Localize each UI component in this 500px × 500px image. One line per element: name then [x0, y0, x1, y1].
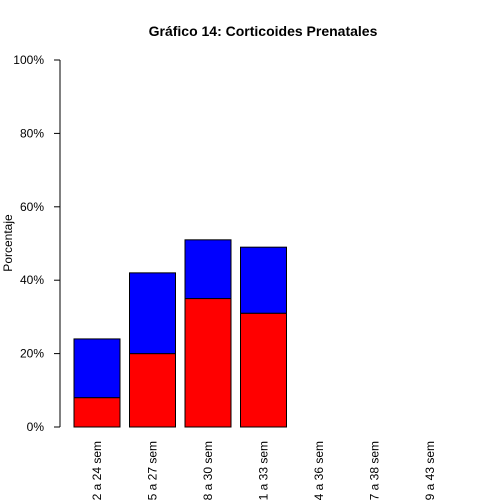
y-axis-label: Porcentaje — [1, 214, 15, 272]
y-axis: 0% 20% 40% 60% 80% 100% — [13, 53, 60, 434]
bar-segment — [185, 299, 231, 427]
x-tick-label: 22 a 24 sem — [90, 441, 104, 500]
y-tick-label: 40% — [20, 273, 44, 287]
bar-segment — [130, 273, 176, 354]
bar-segment — [185, 240, 231, 299]
x-tick-label: 25 a 27 sem — [146, 441, 160, 500]
y-tick-label: 20% — [20, 347, 44, 361]
bar-segment — [74, 339, 120, 398]
bar-segment — [241, 247, 287, 313]
y-tick-label: 100% — [13, 53, 44, 67]
chart-title: Gráfico 14: Corticoides Prenatales — [149, 23, 378, 39]
x-tick-label: 39 a 43 sem — [423, 441, 437, 500]
x-tick-label: 37 a 38 sem — [368, 441, 382, 500]
y-tick-label: 80% — [20, 126, 44, 140]
bars-group — [74, 240, 287, 427]
x-tick-label: 31 a 33 sem — [257, 441, 271, 500]
bar-segment — [130, 354, 176, 427]
bar-segment — [241, 313, 287, 427]
y-tick-label: 60% — [20, 200, 44, 214]
x-tick-label: 28 a 30 sem — [201, 441, 215, 500]
bar-segment — [74, 398, 120, 427]
y-tick-label: 0% — [27, 420, 45, 434]
x-tick-label: 34 a 36 sem — [312, 441, 326, 500]
x-axis-labels: 22 a 24 sem 25 a 27 sem 28 a 30 sem 31 a 33… — [90, 441, 437, 500]
